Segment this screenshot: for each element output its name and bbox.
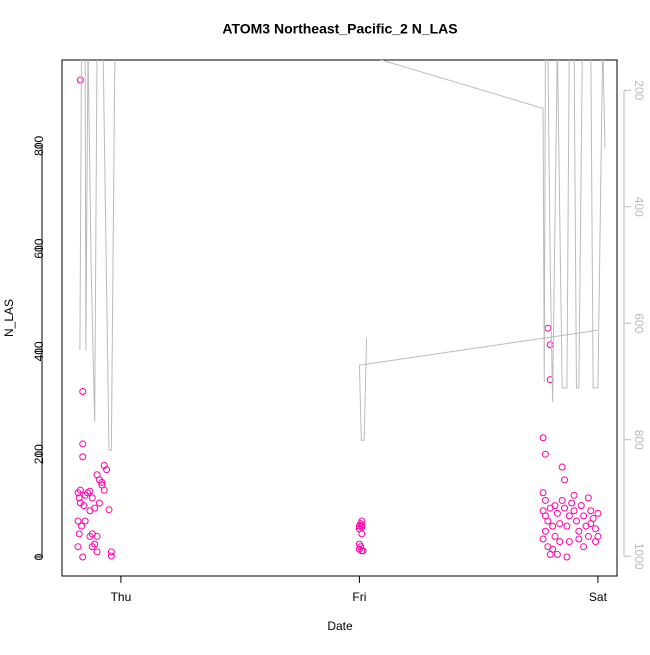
point [539, 434, 547, 442]
point [570, 507, 578, 515]
point [107, 552, 115, 560]
point [79, 440, 87, 448]
point [592, 538, 600, 546]
point [74, 543, 82, 551]
point [580, 512, 588, 520]
point [546, 504, 554, 512]
point [556, 520, 564, 528]
point [558, 496, 566, 504]
point [86, 487, 94, 495]
point [584, 494, 592, 502]
point [572, 517, 580, 525]
y-tick-label: 600 [32, 238, 46, 258]
point [93, 548, 101, 556]
point [541, 527, 549, 535]
point [358, 523, 366, 531]
point [551, 532, 559, 540]
point [565, 538, 573, 546]
y2-tick-label: 1000 [632, 543, 646, 570]
point [541, 450, 549, 458]
depth-line [79, 60, 606, 451]
point [546, 341, 554, 349]
y2-tick-label: 600 [632, 313, 646, 333]
point [587, 507, 595, 515]
point [103, 466, 111, 474]
point [105, 506, 113, 514]
point [107, 548, 115, 556]
point [95, 499, 103, 507]
point [549, 545, 557, 553]
chart-title: ATOM3 Northeast_Pacific_2 N_LAS [222, 21, 457, 37]
point [561, 476, 569, 484]
point [563, 553, 571, 561]
plot-box [61, 59, 618, 577]
point [575, 527, 583, 535]
point [570, 491, 578, 499]
point [75, 494, 83, 502]
x-tick-label: Sat [589, 590, 608, 604]
point [81, 517, 89, 525]
x-axis-label: Date [327, 619, 353, 633]
point [88, 543, 96, 551]
x-tick-label: Fri [352, 590, 366, 604]
point [594, 509, 602, 517]
point [358, 530, 366, 538]
point [93, 471, 101, 479]
point [98, 478, 106, 486]
point [553, 550, 561, 558]
y-tick-label: 400 [32, 341, 46, 361]
point [86, 507, 94, 515]
point [563, 522, 571, 530]
x-tick-label: Thu [111, 590, 132, 604]
point [558, 463, 566, 471]
point [78, 522, 86, 530]
point [544, 517, 552, 525]
point [80, 502, 88, 510]
point [74, 517, 82, 525]
point [561, 504, 569, 512]
point [75, 530, 83, 538]
point [357, 543, 365, 551]
point [76, 76, 84, 84]
point [556, 538, 564, 546]
y-tick-label: 0 [32, 553, 46, 560]
point [79, 453, 87, 461]
y-tick-label: 200 [32, 444, 46, 464]
point [544, 324, 552, 332]
point [575, 535, 583, 543]
point [553, 509, 561, 517]
point [100, 486, 108, 494]
point [565, 512, 573, 520]
y-axis-label: N_LAS [2, 299, 16, 337]
point [587, 520, 595, 528]
point [539, 535, 547, 543]
point [541, 496, 549, 504]
y-tick-label: 800 [32, 135, 46, 155]
y2-tick-label: 400 [632, 197, 646, 217]
point [584, 532, 592, 540]
plot-area [74, 60, 606, 561]
point [577, 502, 585, 510]
y2-tick-label: 800 [632, 430, 646, 450]
point [539, 489, 547, 497]
point [93, 532, 101, 540]
point [88, 494, 96, 502]
point [592, 525, 600, 533]
point [358, 521, 366, 529]
point [580, 543, 588, 551]
point [79, 387, 87, 395]
point [74, 489, 82, 497]
point [568, 499, 576, 507]
y2-tick-label: 200 [632, 80, 646, 100]
point [79, 553, 87, 561]
point [549, 522, 557, 530]
